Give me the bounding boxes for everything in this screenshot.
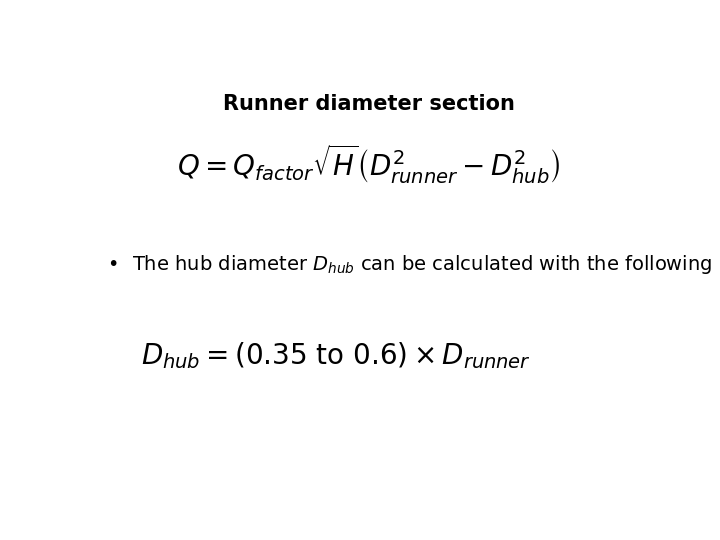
Text: $Q = Q_{factor} \sqrt{H} \left(D^2_{runner} - D^2_{hub}\right)$: $Q = Q_{factor} \sqrt{H} \left(D^2_{runn… <box>177 143 561 186</box>
Text: Runner diameter section: Runner diameter section <box>223 94 515 114</box>
Text: The hub diameter $D_{hub}$ can be calculated with the following equation:: The hub diameter $D_{hub}$ can be calcul… <box>132 253 720 276</box>
Text: $D_{hub} = \left(0.35 \mathrm{\ to\ } 0.6\right)\times D_{runner}$: $D_{hub} = \left(0.35 \mathrm{\ to\ } 0.… <box>140 340 531 372</box>
Text: •: • <box>107 255 118 274</box>
